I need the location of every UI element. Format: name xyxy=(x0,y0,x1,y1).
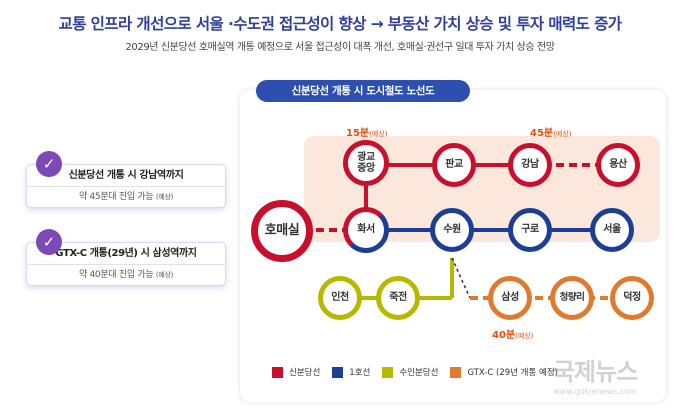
legend: 신분당선 1호선 수인분당선 GTX-C (29년 개통 예정) xyxy=(272,362,668,382)
legend-item-line1: 1호선 xyxy=(332,366,370,378)
station-gwanggyo-jungang: 광교 중앙 xyxy=(343,140,389,186)
station-homaesil: 호매실 xyxy=(251,200,313,262)
page-subtitle: 2029년 신분당선 호매실역 개통 예정으로 서울 접근성이 대폭 개선, 호… xyxy=(125,42,555,53)
legend-item-gtxc: GTX-C (29년 개통 예정) xyxy=(450,366,558,378)
station-suwon: 수원 xyxy=(430,208,474,252)
transfer-connector xyxy=(451,257,471,299)
time-label-45min: 45분(예상) xyxy=(530,128,572,139)
time-label-40min: 40분(예상) xyxy=(492,330,534,341)
station-yongsan: 용산 xyxy=(596,143,640,187)
legend-item-suinbundang: 수인분당선 xyxy=(382,366,438,378)
station-hwaseo: 화서 xyxy=(343,207,389,253)
check-icon: ✓ xyxy=(36,229,62,255)
station-seoul: 서울 xyxy=(590,208,634,252)
station-deokjeong: 덕정 xyxy=(610,276,654,320)
station-samseong: 삼성 xyxy=(488,276,532,320)
station-gangnam: 강남 xyxy=(508,143,552,187)
card-title: GTX-C 개통(29년) 시 삼성역까지 xyxy=(27,243,225,265)
legend-item-shinbundang: 신분당선 xyxy=(272,366,320,378)
station-jukjeon: 죽전 xyxy=(376,276,420,320)
map-title: 신분당선 개통 시 도시철도 노선도 xyxy=(256,80,470,102)
station-pangyo: 판교 xyxy=(432,143,476,187)
check-icon: ✓ xyxy=(36,151,62,177)
page-title: 교통 인프라 개선으로 서울 ·수도권 접근성이 향상 → 부동산 가치 상승 … xyxy=(58,15,623,33)
station-incheon: 인천 xyxy=(318,276,362,320)
station-cheongnyangni: 청량리 xyxy=(550,276,594,320)
time-label-15min: 15분(예상) xyxy=(346,128,388,139)
card-detail: 약 40분대 진입 가능 (예상) xyxy=(78,270,174,280)
card-title: 신분당선 개통 시 강남역까지 xyxy=(27,165,225,187)
card-detail: 약 45분대 진입 가능 (예상) xyxy=(78,192,174,202)
station-guro: 구로 xyxy=(508,208,552,252)
watermark-logo: 국제뉴스 www.gukjenews.com xyxy=(552,358,638,396)
